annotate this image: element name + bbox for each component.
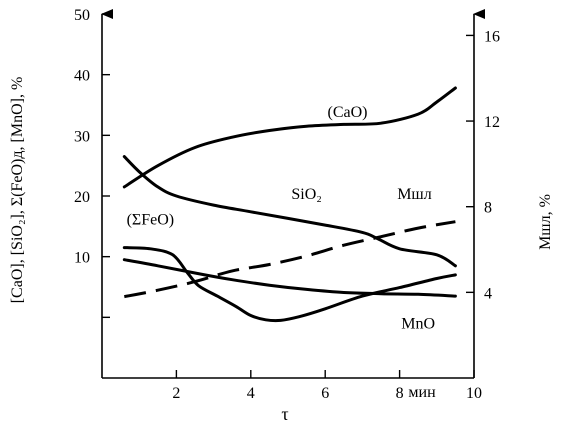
series-line-feo bbox=[122, 246, 457, 323]
labels-layer: (CaO) SiO₂ Mшл (ΣFeO) MnO bbox=[127, 104, 435, 332]
left-y-tick-label: 30 bbox=[74, 128, 90, 145]
right-y-tick-label: 16 bbox=[484, 28, 500, 45]
left-y-tick-label: 40 bbox=[74, 68, 90, 85]
series-line-mno bbox=[122, 258, 457, 298]
right-y-axis-label: Mшл, % bbox=[537, 194, 554, 250]
series-annotation: MnO bbox=[401, 315, 435, 332]
x-tick-label: 4 bbox=[247, 385, 255, 402]
x-tick-label: 6 bbox=[321, 385, 329, 402]
curves-layer bbox=[122, 86, 457, 323]
series-line-m bbox=[124, 220, 456, 299]
left-y-axis-label: [CaO], [SiO₂], Σ(FeO)д, [MnO], % bbox=[9, 77, 26, 304]
series-line-cao bbox=[122, 86, 457, 189]
series-line-sio bbox=[122, 155, 457, 268]
ticks-layer: 10 20 30 40 50 4 8 12 16 2 4 6 8 10 bbox=[74, 7, 500, 402]
x-axis-unit-label: мин bbox=[408, 384, 436, 401]
x-tick-label: 10 bbox=[466, 385, 482, 402]
right-y-tick-label: 8 bbox=[484, 200, 492, 217]
series-annotation: (CaO) bbox=[328, 104, 368, 121]
right-y-tick-label: 4 bbox=[484, 285, 492, 302]
left-y-tick-label: 50 bbox=[74, 7, 90, 24]
right-y-tick-label: 12 bbox=[484, 114, 500, 131]
left-y-tick-label: 20 bbox=[74, 189, 90, 206]
left-y-tick-label: 10 bbox=[74, 250, 90, 267]
x-tick-label: 8 bbox=[396, 385, 404, 402]
series-annotation: (ΣFeO) bbox=[127, 212, 175, 229]
x-axis-label: τ bbox=[281, 404, 288, 424]
series-annotation: SiO₂ bbox=[291, 186, 321, 203]
series-annotation: Mшл bbox=[397, 186, 432, 203]
x-tick-label: 2 bbox=[172, 385, 180, 402]
